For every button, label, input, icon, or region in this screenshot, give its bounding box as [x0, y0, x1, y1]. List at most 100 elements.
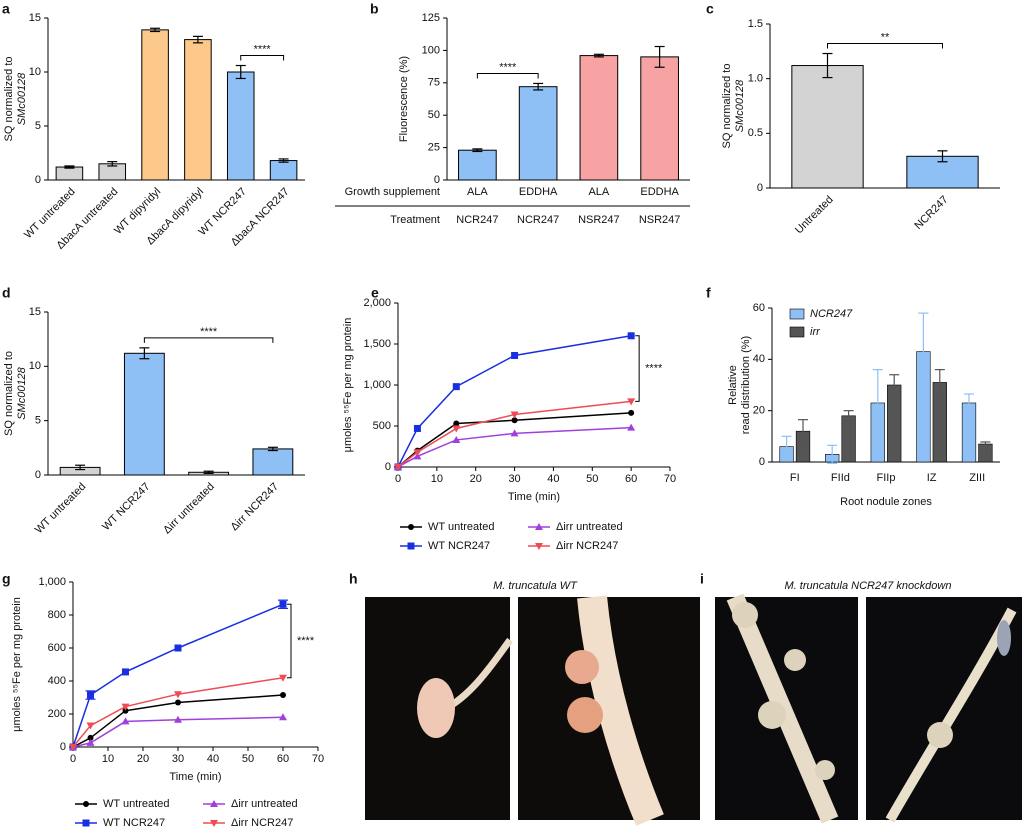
nodule	[784, 649, 806, 671]
x-tick-label: 50	[242, 753, 254, 765]
y-tick-label: 0	[35, 174, 41, 186]
y-tick-label: 0	[759, 456, 765, 468]
x-tick-label: ZIII	[969, 472, 985, 484]
y-axis-label: SMc00128	[734, 79, 746, 132]
x-tick-label: 30	[508, 473, 520, 485]
bar	[184, 39, 212, 181]
x-tick-label: FIIp	[877, 472, 896, 484]
marker	[453, 420, 460, 427]
marker	[510, 429, 519, 437]
legend-label: NCR247	[810, 308, 853, 320]
x-tick-label: ALA	[467, 186, 488, 198]
x-tick-label: 30	[172, 753, 184, 765]
marker	[86, 738, 95, 746]
significance-bracket	[635, 335, 640, 402]
bar	[791, 65, 864, 189]
marker	[413, 449, 422, 457]
y-axis-label: SMc00128	[16, 72, 28, 125]
marker	[174, 644, 182, 652]
marker	[394, 464, 402, 471]
x-tick-label: 50	[586, 473, 598, 485]
x-axis-label: Time (min)	[508, 491, 560, 503]
marker	[413, 424, 421, 432]
root-tip	[997, 620, 1011, 656]
bar	[841, 415, 856, 463]
y-tick-label: 75	[428, 77, 440, 89]
y-axis-label: Fluorescence (%)	[398, 56, 410, 142]
marker	[87, 734, 94, 741]
significance-label: ****	[254, 43, 272, 55]
x-tick-label: EDDHA	[519, 186, 558, 198]
y-tick-label: 0	[757, 182, 763, 194]
row-label: Treatment	[390, 214, 440, 226]
marker	[452, 383, 460, 391]
y-axis-label: Relative	[727, 365, 739, 405]
panel-letter: a	[2, 1, 10, 17]
marker	[87, 691, 94, 699]
marker	[86, 722, 95, 730]
y-axis-label: SQ normalized to	[721, 64, 733, 149]
root	[577, 595, 664, 826]
y-tick-label: 15	[29, 12, 41, 24]
y-tick-label: 0	[434, 174, 440, 186]
x-axis-label: Root nodule zones	[840, 496, 932, 508]
y-axis-label: μmoles ⁵⁵Fe per mg protein	[342, 318, 354, 453]
bar	[226, 71, 255, 181]
marker	[627, 332, 635, 340]
marker	[627, 398, 636, 406]
legend-marker	[407, 542, 415, 550]
panel-letter: f	[706, 285, 711, 301]
marker	[628, 409, 635, 416]
x-tick-label: IZ	[927, 472, 937, 484]
bar	[458, 149, 497, 181]
bar	[518, 86, 558, 181]
bar	[141, 29, 169, 181]
x-tick-label: FI	[790, 472, 800, 484]
y-axis-label: SQ normalized to	[3, 57, 15, 142]
x-tick-label: NCR247	[517, 214, 559, 226]
marker	[452, 425, 461, 433]
x-tick-label: NSR247	[578, 214, 620, 226]
marker	[175, 699, 181, 706]
x-tick-label: 10	[431, 473, 443, 485]
nodule	[417, 678, 455, 738]
y-tick-label: 15	[29, 306, 41, 318]
x-tick-label: 20	[137, 753, 149, 765]
bar	[55, 166, 84, 181]
marker	[510, 411, 519, 419]
y-tick-label: 0	[35, 469, 41, 481]
x-tick-label: NCR247	[456, 214, 498, 226]
photo-i-knockdown	[715, 593, 1022, 824]
panel-letter: g	[2, 571, 11, 587]
significance-bracket	[143, 337, 274, 343]
panel-letter: e	[371, 285, 379, 301]
x-tick-label: 70	[664, 473, 676, 485]
x-tick-label: WT NCR247	[100, 481, 152, 533]
y-tick-label: 100	[422, 44, 440, 56]
y-tick-label: 50	[428, 109, 440, 121]
significance-label: ****	[499, 61, 517, 73]
legend-marker	[210, 800, 218, 807]
y-tick-label: 0	[60, 741, 66, 753]
y-tick-label: 0	[385, 461, 391, 473]
bar	[269, 160, 298, 181]
x-tick-label: 60	[625, 473, 637, 485]
bar	[978, 443, 993, 463]
y-axis-label: SMc00128	[16, 366, 28, 419]
y-tick-label: 200	[48, 708, 66, 720]
x-tick-label: ALA	[588, 186, 609, 198]
marker	[627, 423, 636, 431]
y-tick-label: 1.5	[748, 18, 763, 30]
legend-label: WT NCR247	[103, 817, 165, 829]
x-tick-label: 20	[470, 473, 482, 485]
x-tick-label: Untreated	[793, 194, 836, 237]
x-tick-label: 10	[102, 753, 114, 765]
y-tick-label: 5	[35, 120, 41, 132]
x-tick-label: 60	[277, 753, 289, 765]
y-tick-label: 60	[753, 302, 765, 314]
x-tick-label: 70	[312, 753, 324, 765]
y-tick-label: 5	[35, 415, 41, 427]
legend-marker	[535, 523, 543, 530]
marker	[452, 435, 461, 443]
bar	[887, 384, 902, 463]
